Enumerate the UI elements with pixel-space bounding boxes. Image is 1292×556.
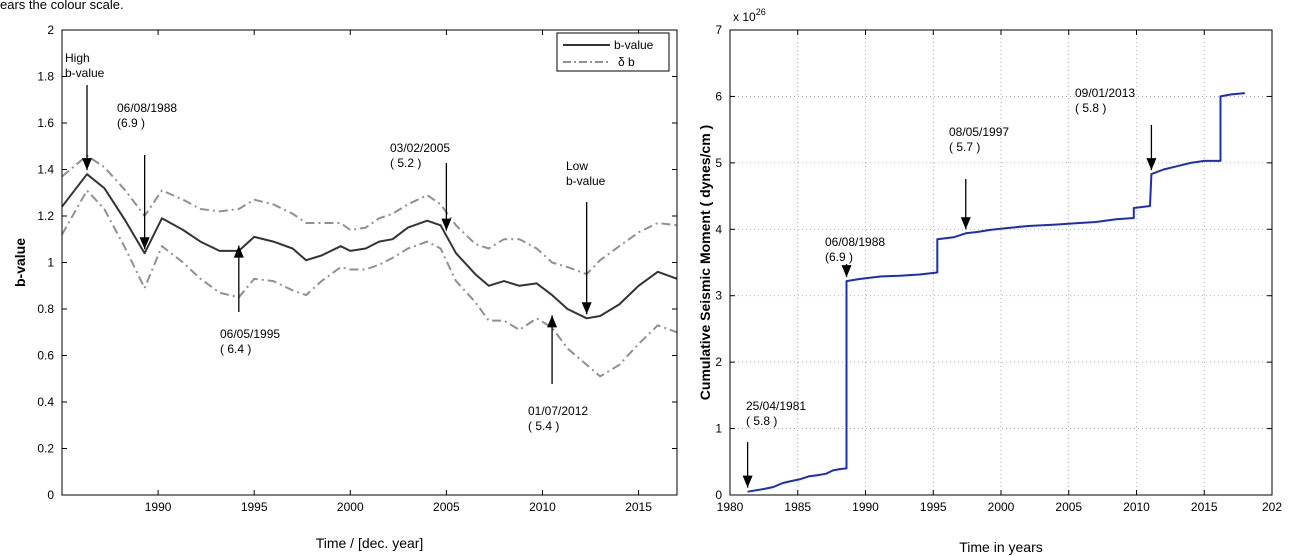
x-tick-label: 2010 <box>1123 500 1150 514</box>
annotation-text: 06/08/1988 <box>117 101 177 115</box>
top-caption: ears the colour scale. <box>0 0 124 12</box>
b-value-x-axis-label: Time / [dec. year] <box>316 535 424 551</box>
b-value-y-axis-label: b-value <box>12 238 28 287</box>
annotation-text: ( 6.4 ) <box>220 342 251 356</box>
annotation-text: ( 5.8 ) <box>1075 101 1106 115</box>
legend-box <box>556 32 670 72</box>
x-tick-label: 2015 <box>1191 500 1218 514</box>
annotation-arrowhead <box>547 315 558 328</box>
y-tick-label: 0.6 <box>37 349 54 363</box>
annotation-text: 08/05/1997 <box>949 125 1009 139</box>
x-tick-label: 1990 <box>852 500 879 514</box>
y-tick-label: 6 <box>715 89 722 103</box>
y-tick-label: 7 <box>715 23 722 37</box>
moment-y-axis-label: Cumulative Seismic Moment ( dynes/cm ) <box>697 125 713 400</box>
annotation: 03/02/2005( 5.2 ) <box>390 141 452 231</box>
y-tick-label: 2 <box>47 23 54 37</box>
legend-label-delta-b: δ b <box>618 55 635 69</box>
x-tick-label: 1995 <box>241 500 268 514</box>
annotation: 08/05/1997( 5.7 ) <box>949 125 1009 230</box>
b-value-legend: b-value δ b <box>556 32 670 72</box>
legend-label-b-value: b-value <box>614 38 654 52</box>
y-tick-label: 0 <box>47 488 54 502</box>
y-tick-label: 0.2 <box>37 442 54 456</box>
annotation-arrowhead <box>1146 158 1157 171</box>
annotation: 25/04/1981( 5.8 ) <box>742 399 806 488</box>
x-tick-label: 1990 <box>145 500 172 514</box>
y-tick-label: 1 <box>715 422 722 436</box>
annotation-arrowhead <box>581 302 592 315</box>
annotation: 06/08/1988(6.9 ) <box>117 101 177 250</box>
annotation-arrowhead <box>960 217 971 230</box>
annotation-text: 03/02/2005 <box>390 141 450 155</box>
annotation-arrowhead <box>139 237 150 250</box>
annotation-text: Low <box>566 159 588 173</box>
x-tick-label: 1995 <box>920 500 947 514</box>
y-tick-label: 0.4 <box>37 395 54 409</box>
y-tick-label: 5 <box>715 156 722 170</box>
y-tick-label: 1 <box>47 256 54 270</box>
x-tick-label: 202 <box>1262 500 1282 514</box>
y-tick-label: 2 <box>715 355 722 369</box>
annotation-text: 25/04/1981 <box>746 399 806 413</box>
annotation-arrowhead <box>81 158 92 171</box>
annotation-text: ( 5.2 ) <box>390 156 421 170</box>
x-tick-label: 2005 <box>1055 500 1082 514</box>
annotation-text: 01/07/2012 <box>528 404 588 418</box>
annotation-text: (6.9 ) <box>117 116 145 130</box>
b-value-chart: 1990 1995 2000 2005 2010 2015 0 0.2 0.4 0.6 0.8 1 1.… <box>12 23 678 551</box>
annotation-text: b-value <box>566 174 606 188</box>
annotation-text: ( 5.8 ) <box>746 414 777 428</box>
annotation-text: 09/01/2013 <box>1075 86 1135 100</box>
y-tick-label: 1.2 <box>37 209 54 223</box>
annotation-text: ( 5.7 ) <box>949 140 980 154</box>
annotation-arrowhead <box>841 265 852 278</box>
x-tick-label: 2000 <box>988 500 1015 514</box>
annotation-text: ( 5.4 ) <box>528 419 559 433</box>
cumulative-moment-chart: 1980 1985 1990 1995 2000 2005 2010 2015 20201234… <box>697 7 1282 555</box>
annotation-text: High <box>65 51 90 65</box>
annotation-text: 06/08/1988 <box>825 235 885 249</box>
annotation-text: b-value <box>65 66 105 80</box>
y-tick-label: 4 <box>715 222 722 236</box>
y-tick-label: 1.6 <box>37 116 54 130</box>
annotation: 06/05/1995( 6.4 ) <box>220 245 280 356</box>
b-value-series-line <box>61 173 678 320</box>
annotation-arrowhead <box>441 218 452 231</box>
annotation-text: (6.9 ) <box>825 250 853 264</box>
x-tick-label: 2000 <box>337 500 364 514</box>
y-tick-label: 1.8 <box>37 70 54 84</box>
annotation-arrowhead <box>233 245 244 258</box>
y-tick-label: 1.4 <box>37 163 54 177</box>
b-value-series-line <box>61 189 678 378</box>
x-tick-label: 1985 <box>784 500 811 514</box>
moment-x-axis-label: Time in years <box>959 539 1043 555</box>
annotation: 09/01/2013( 5.8 ) <box>1075 86 1157 171</box>
y-tick-label: 3 <box>715 289 722 303</box>
x-tick-label: 2010 <box>529 500 556 514</box>
x-tick-label: 2015 <box>625 500 652 514</box>
x-tick-label: 2005 <box>433 500 460 514</box>
moment-series-line <box>747 92 1245 493</box>
y-tick-label: 0 <box>715 488 722 502</box>
x-tick-label: 1980 <box>717 500 744 514</box>
moment-scale-factor: x 1026 <box>733 7 766 24</box>
annotation: 06/08/1988(6.9 ) <box>825 235 885 278</box>
b-value-series-line <box>61 154 678 276</box>
annotation-text: 06/05/1995 <box>220 327 280 341</box>
y-tick-label: 0.8 <box>37 302 54 316</box>
annotation-arrowhead <box>742 475 753 488</box>
annotation: 01/07/2012( 5.4 ) <box>528 315 588 433</box>
